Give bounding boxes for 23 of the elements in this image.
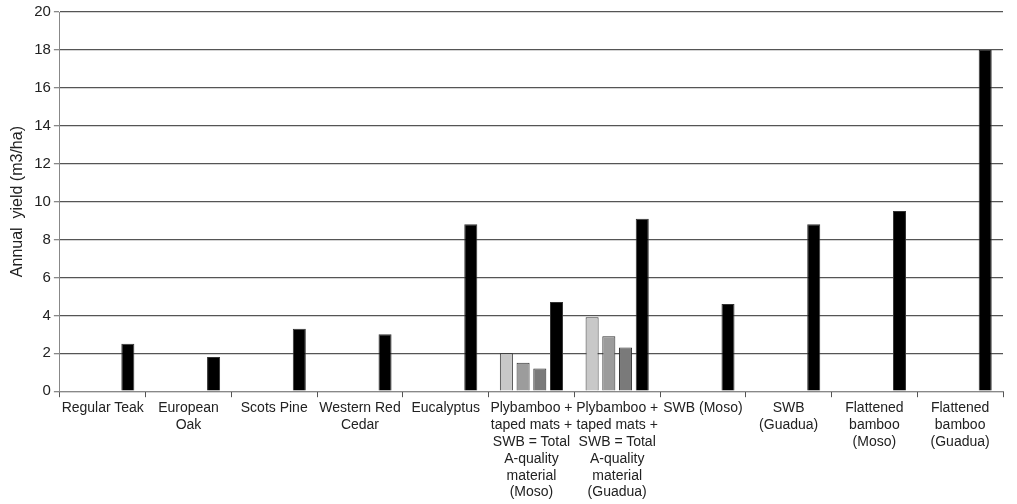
x-tick-label: Plybamboo + taped mats + SWB = Total A-quality material (Guadua) <box>576 399 659 500</box>
x-tick-label: European Oak <box>158 399 219 433</box>
x-tick-label: Eucalyptus <box>411 399 480 416</box>
x-tick-label: Regular Teak <box>61 399 145 416</box>
y-tick-label: 8 <box>42 229 51 247</box>
x-tick-label: Flattened bamboo (Guadua) <box>930 399 990 450</box>
y-axis-title: Annual yield (m3/ha) <box>8 126 26 278</box>
y-tick-label: 16 <box>34 77 51 95</box>
y-tick-label: 0 <box>42 381 51 399</box>
y-tick-label: 14 <box>34 115 51 133</box>
y-tick-label: 18 <box>34 40 51 58</box>
x-tick-label: Western Red Cedar <box>319 399 401 433</box>
y-tick-label: 2 <box>42 343 51 361</box>
x-tick-label: Plybamboo + taped mats + SWB = Total A-quality material (Moso) <box>490 399 573 500</box>
y-tick-label: 6 <box>42 267 51 285</box>
x-tick-label: SWB (Guadua) <box>759 399 819 433</box>
x-tick-label: Scots Pine <box>240 399 308 416</box>
x-tick-label: SWB (Moso) <box>663 399 743 416</box>
y-tick-label: 20 <box>34 2 51 20</box>
x-tick-label: Flattened bamboo (Moso) <box>845 399 904 450</box>
y-tick-label: 4 <box>42 305 51 323</box>
y-tick-label: 12 <box>34 153 51 171</box>
y-tick-label: 10 <box>34 191 51 209</box>
